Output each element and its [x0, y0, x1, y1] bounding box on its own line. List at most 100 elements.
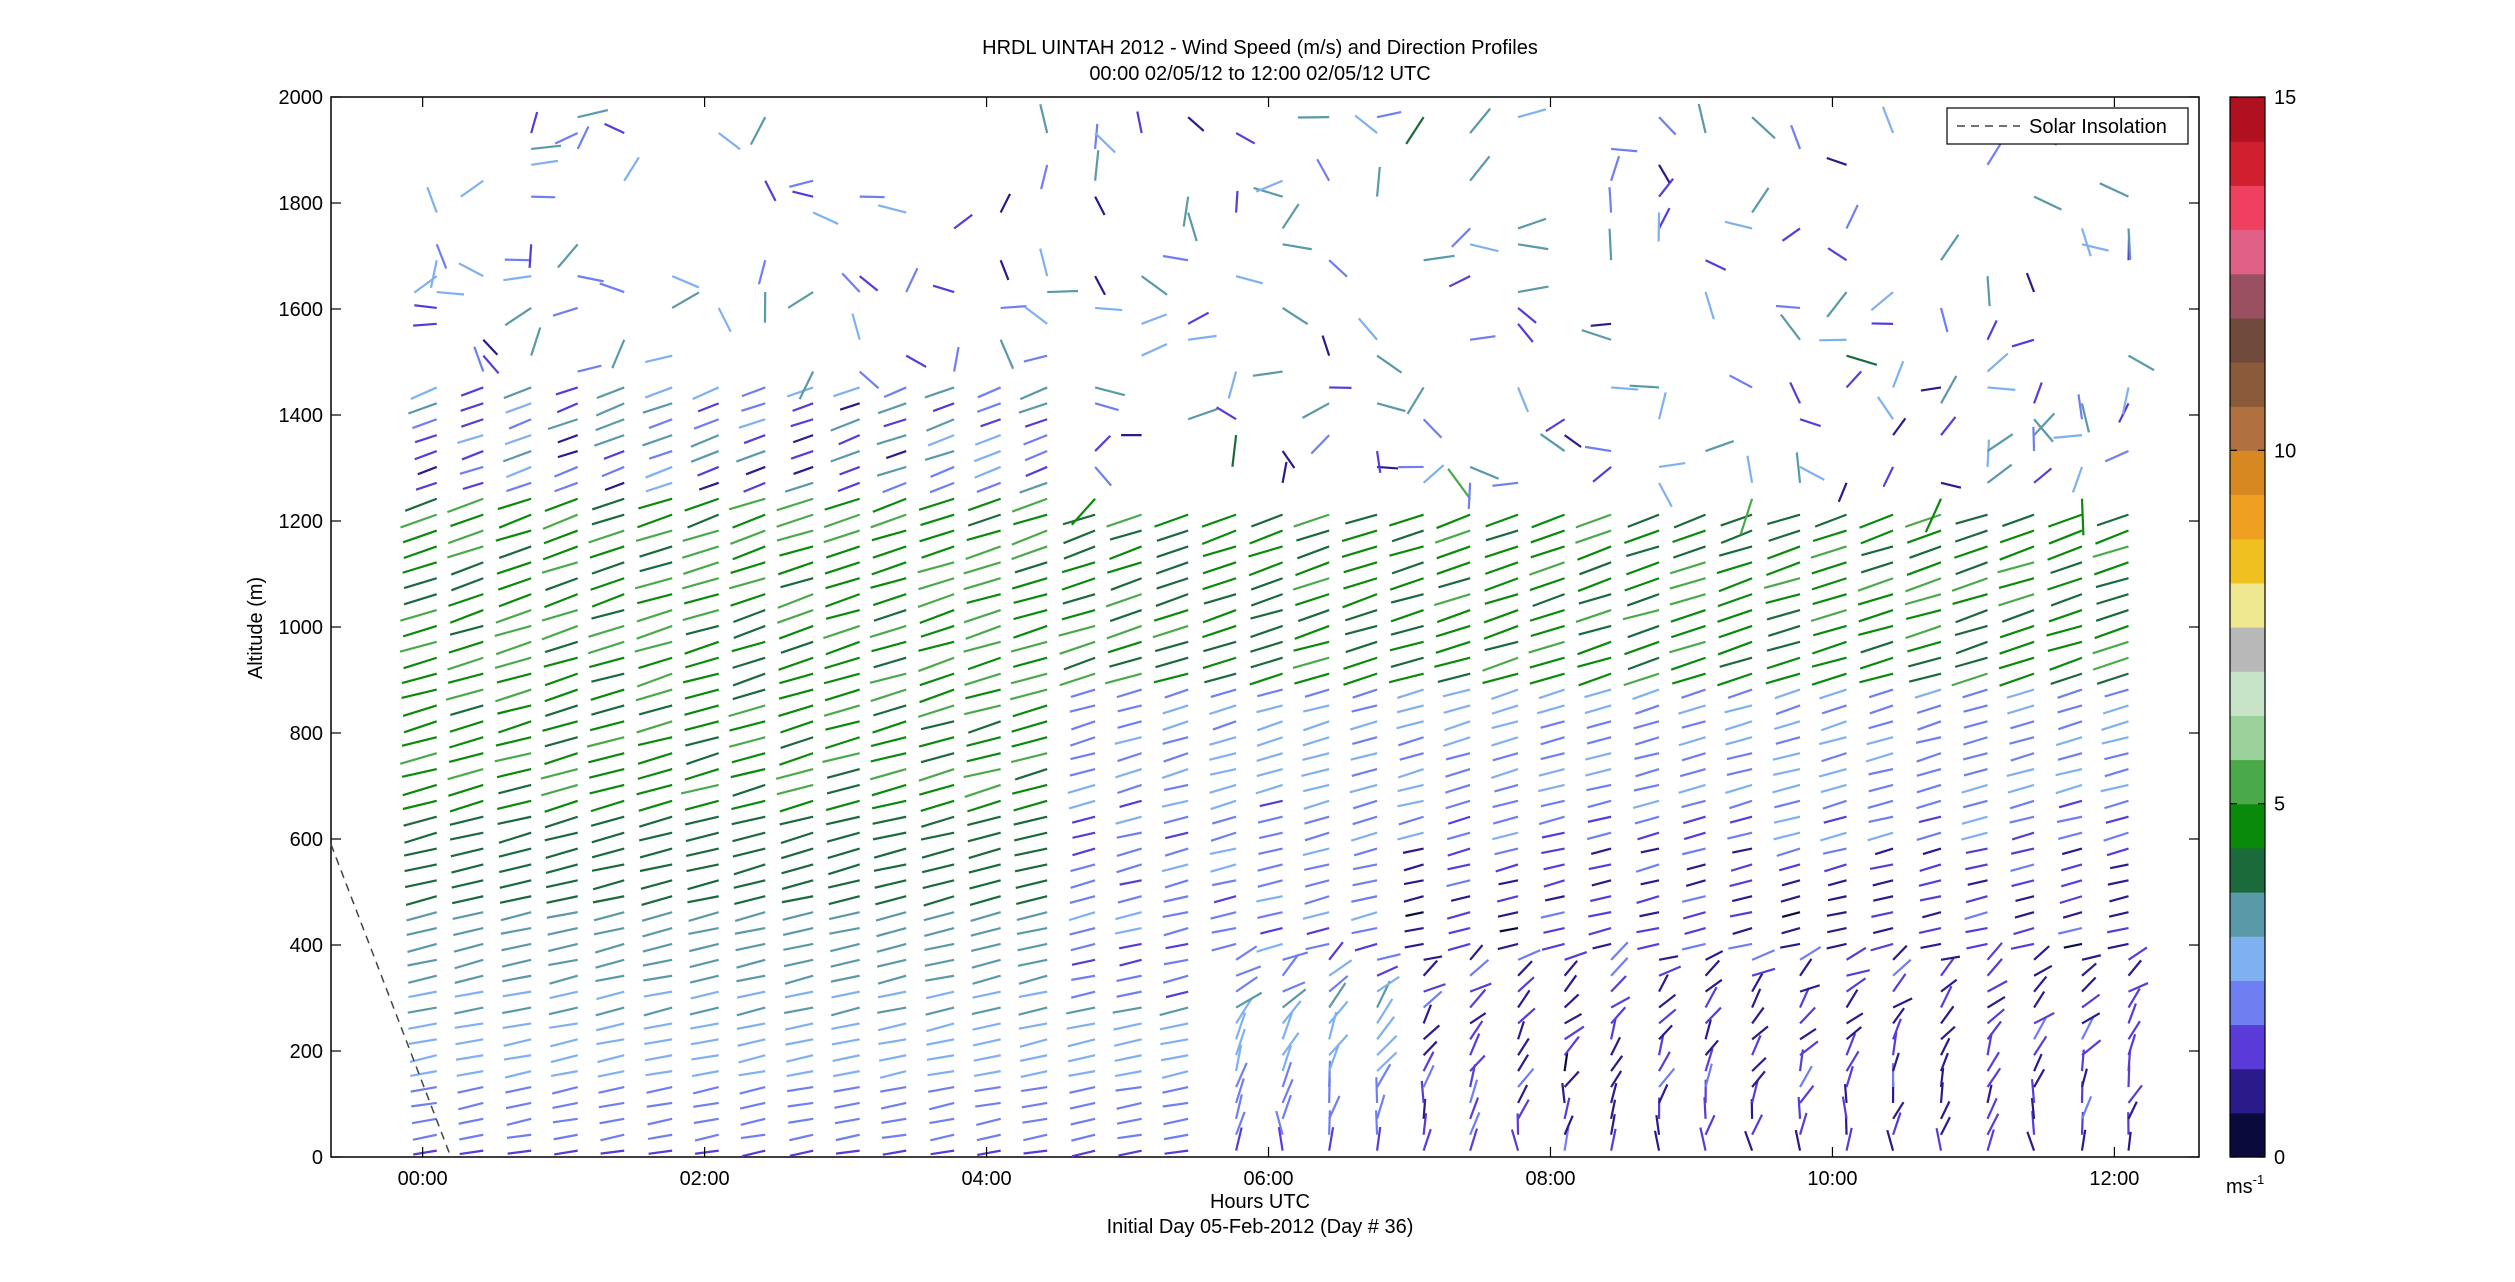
wind-barb — [825, 608, 860, 620]
wind-barb — [1681, 942, 1706, 951]
wind-barb — [687, 513, 720, 529]
wind-barb — [1705, 439, 1735, 453]
wind-barb — [780, 847, 814, 860]
wind-barb — [1011, 497, 1048, 513]
wind-barb — [1517, 989, 1531, 1009]
wind-barb — [1812, 593, 1847, 606]
wind-barb — [2104, 767, 2129, 778]
x-axis: 00:00 02:00 04:00 06:00 08:00 10:00 12:00 — [398, 97, 2139, 1190]
wind-barb — [976, 1117, 1001, 1126]
colorbar-band — [2230, 317, 2265, 363]
wind-barb — [830, 450, 861, 463]
wind-barb — [683, 593, 719, 605]
colorbar-tick-label: 0 — [2274, 1147, 2285, 1169]
wind-barb — [1376, 953, 1401, 961]
wind-barb — [1845, 370, 1863, 389]
wind-barb — [1296, 529, 1330, 542]
y-tick-label: 600 — [290, 829, 323, 851]
wind-barb — [1517, 1099, 1530, 1120]
wind-barb — [1164, 688, 1189, 699]
wind-barb — [1751, 1070, 1766, 1088]
y-tick-label: 200 — [290, 1041, 323, 1063]
wind-barb — [450, 577, 484, 592]
wind-barb — [1281, 1078, 1294, 1104]
wind-barb — [1955, 561, 1988, 576]
wind-barb — [595, 402, 625, 417]
colorbar-band — [2230, 1024, 2265, 1070]
wind-barb — [1039, 104, 1049, 134]
wind-barb — [1446, 831, 1471, 841]
wind-barb — [1774, 688, 1801, 700]
wind-barb — [967, 656, 1002, 671]
wind-barb — [1328, 959, 1353, 977]
wind-barb — [403, 593, 438, 606]
wind-barb — [688, 911, 720, 922]
wind-barb — [1482, 672, 1519, 685]
wind-barb — [1469, 335, 1496, 341]
wind-barb — [757, 259, 767, 285]
plot-frame — [330, 96, 2200, 1158]
wind-barb — [1540, 911, 1565, 919]
wind-barb — [825, 577, 860, 590]
wind-barb — [1302, 783, 1330, 793]
colorbar-unit: ms-1 — [2226, 1172, 2264, 1198]
wind-barb — [504, 1070, 532, 1079]
wind-barb — [1024, 306, 1048, 325]
wind-barb — [555, 386, 579, 396]
wind-barb — [1375, 1126, 1382, 1151]
wind-barb — [1986, 1084, 1993, 1104]
wind-barb — [1718, 577, 1753, 593]
wind-barb — [2009, 815, 2035, 824]
wind-barb — [1492, 799, 1519, 809]
wind-barb — [690, 1022, 719, 1030]
wind-barb — [2081, 954, 2102, 961]
wind-barb — [459, 1149, 484, 1156]
wind-barb — [502, 974, 532, 983]
wind-barb — [1717, 608, 1753, 623]
wind-barb — [1658, 1024, 1673, 1041]
wind-barb — [1795, 452, 1802, 483]
wind-barb — [2081, 1012, 2101, 1025]
wind-barb — [833, 1085, 860, 1093]
wind-barb — [1023, 434, 1048, 446]
wind-barb — [1304, 831, 1330, 842]
wind-barb — [1517, 1054, 1530, 1072]
wind-barb — [837, 481, 861, 493]
wind-barb — [1543, 879, 1565, 888]
wind-barb — [972, 990, 1001, 999]
wind-barb — [2060, 863, 2083, 872]
wind-barb — [1422, 1064, 1435, 1088]
wind-barb — [1071, 720, 1096, 731]
wind-barb — [1916, 704, 1942, 715]
wind-barb — [732, 688, 766, 701]
wind-barb — [2033, 195, 2062, 211]
wind-barb — [1681, 895, 1706, 903]
wind-barb — [920, 831, 955, 841]
wind-barb — [1403, 863, 1424, 872]
wind-barb — [401, 672, 438, 685]
wind-barb — [1906, 529, 1942, 544]
wind-barb — [1011, 529, 1048, 546]
wind-barb — [1469, 1054, 1486, 1072]
wind-barb — [497, 815, 532, 826]
wind-barb — [1891, 1032, 1898, 1056]
wind-barb — [552, 306, 579, 317]
wind-barb — [1962, 688, 1988, 699]
wind-barb — [1920, 942, 1942, 950]
wind-barb — [1497, 942, 1519, 951]
wind-barb — [1316, 158, 1331, 182]
wind-barb — [1492, 481, 1519, 487]
wind-barb — [1704, 959, 1721, 977]
wind-barb — [1892, 997, 1913, 1009]
wind-barb — [738, 418, 766, 429]
wind-barb — [1907, 640, 1942, 653]
wind-barb — [1846, 354, 1878, 366]
wind-barb — [498, 593, 532, 608]
wind-barb — [1845, 946, 1867, 961]
colorbar-band — [2230, 671, 2265, 716]
wind-barb — [839, 465, 861, 476]
wind-barb — [1845, 1026, 1862, 1041]
wind-barb — [781, 863, 814, 875]
wind-barb — [905, 354, 927, 368]
wind-barb — [643, 1022, 673, 1030]
